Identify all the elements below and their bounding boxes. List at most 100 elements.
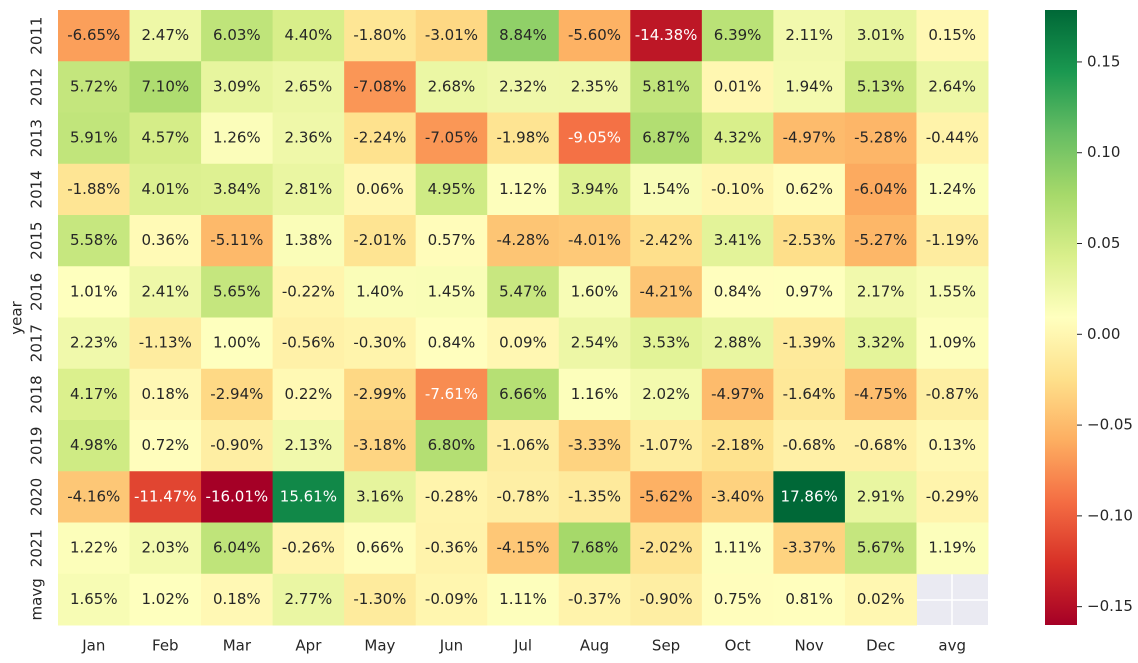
cell-label: 1.38% <box>285 231 333 249</box>
y-tick-label: 2014 <box>28 170 46 208</box>
cell-label: 4.32% <box>714 129 762 147</box>
heatmap-cell <box>487 471 560 523</box>
heatmap-cell <box>272 573 345 626</box>
cell-label: -0.10% <box>711 180 764 198</box>
heatmap-cell <box>558 573 631 626</box>
cell-label: -5.27% <box>854 231 907 249</box>
colorbar-tick-label: −0.05 <box>1087 416 1133 434</box>
heatmap-cell <box>701 471 774 523</box>
cell-label: -0.36% <box>425 539 478 557</box>
heatmap-cell <box>415 522 488 575</box>
heatmap-cell <box>701 112 774 165</box>
cell-label: -2.42% <box>640 231 693 249</box>
y-tick-label: 2017 <box>28 324 46 362</box>
cell-label: 0.15% <box>928 26 976 44</box>
cell-label: -6.04% <box>854 180 907 198</box>
cell-label: 2.64% <box>928 77 976 95</box>
cell-label: 1.02% <box>141 590 189 608</box>
x-tick-label: avg <box>938 637 966 655</box>
heatmap-cell <box>272 471 345 523</box>
x-tick-label: Jun <box>439 637 463 655</box>
cell-label: 0.18% <box>213 590 261 608</box>
heatmap-cell <box>129 420 202 472</box>
heatmap-cell <box>201 266 274 318</box>
y-tick-label: 2021 <box>28 529 46 567</box>
cell-label: 4.40% <box>285 26 333 44</box>
colorbar-tick-label: 0.15 <box>1087 52 1120 70</box>
heatmap-cell <box>558 471 631 523</box>
heatmap-cell <box>844 368 917 421</box>
cell-label: 3.53% <box>642 334 690 352</box>
cell-label: 0.75% <box>714 590 762 608</box>
cell-label: 1.54% <box>642 180 690 198</box>
heatmap-cell <box>58 573 131 626</box>
colorbar-tick-label: 0.05 <box>1087 234 1120 252</box>
cell-label: 1.40% <box>356 282 404 300</box>
x-tick-label: Apr <box>295 637 322 655</box>
cell-label: 0.22% <box>285 385 333 403</box>
cell-label: 2.11% <box>785 26 833 44</box>
cell-label: 4.98% <box>70 436 118 454</box>
heatmap-cell <box>844 112 917 165</box>
x-tick-label: Feb <box>152 637 179 655</box>
cell-label: 2.91% <box>857 487 905 505</box>
heatmap-cell <box>701 215 774 267</box>
cell-label: -0.68% <box>854 436 907 454</box>
heatmap-cell <box>415 420 488 472</box>
heatmap-cell <box>773 112 846 165</box>
heatmap-cell <box>58 471 131 523</box>
heatmap-cell <box>415 573 488 626</box>
heatmap-cell <box>701 266 774 318</box>
heatmap-cell <box>844 420 917 472</box>
heatmap-cell <box>844 10 917 62</box>
heatmap-cell <box>201 522 274 575</box>
heatmap-cell <box>773 163 846 216</box>
heatmap-cell <box>916 10 989 62</box>
heatmap-cell <box>844 163 917 216</box>
cell-label: 0.84% <box>428 334 476 352</box>
cell-label: -0.09% <box>425 590 478 608</box>
cell-label: 5.47% <box>499 282 547 300</box>
cell-label: -1.98% <box>496 129 549 147</box>
cell-label: 0.97% <box>785 282 833 300</box>
cell-label: 5.81% <box>642 77 690 95</box>
heatmap-cell <box>773 420 846 472</box>
heatmap-cell <box>201 215 274 267</box>
heatmap-cell <box>415 215 488 267</box>
heatmap-cell <box>916 112 989 165</box>
cell-label: -0.56% <box>282 334 335 352</box>
cell-label: 3.16% <box>356 487 404 505</box>
cell-label: 1.11% <box>714 539 762 557</box>
cell-label: 2.32% <box>499 77 547 95</box>
cell-label: -4.21% <box>640 282 693 300</box>
cell-label: -16.01% <box>206 487 269 505</box>
colorbar-tick-label: −0.15 <box>1087 597 1133 615</box>
cell-label: 5.13% <box>857 77 905 95</box>
heatmap-cell <box>773 522 846 575</box>
cell-label: 5.65% <box>213 282 261 300</box>
cell-label: 2.41% <box>141 282 189 300</box>
cell-label: -0.29% <box>926 487 979 505</box>
heatmap-cell <box>487 61 560 113</box>
heatmap-cell <box>487 163 560 216</box>
heatmap-cell <box>844 471 917 523</box>
heatmap-cell <box>773 317 846 370</box>
cell-label: 2.47% <box>141 26 189 44</box>
cell-label: 0.09% <box>499 334 547 352</box>
cell-label: 5.67% <box>857 539 905 557</box>
heatmap-cell <box>344 471 417 523</box>
cell-label: -1.88% <box>67 180 120 198</box>
cell-label: -1.35% <box>568 487 621 505</box>
heatmap-cell <box>773 10 846 62</box>
heatmap-cell <box>558 163 631 216</box>
cell-label: 2.65% <box>285 77 333 95</box>
heatmap-cell <box>916 368 989 421</box>
heatmap-cell <box>344 10 417 62</box>
heatmap-cell <box>773 471 846 523</box>
cell-label: 1.60% <box>571 282 619 300</box>
heatmap-cell <box>272 215 345 267</box>
heatmap-cell <box>201 471 274 523</box>
cell-label: -5.28% <box>854 129 907 147</box>
heatmap-cell <box>415 317 488 370</box>
heatmap-cell <box>773 368 846 421</box>
